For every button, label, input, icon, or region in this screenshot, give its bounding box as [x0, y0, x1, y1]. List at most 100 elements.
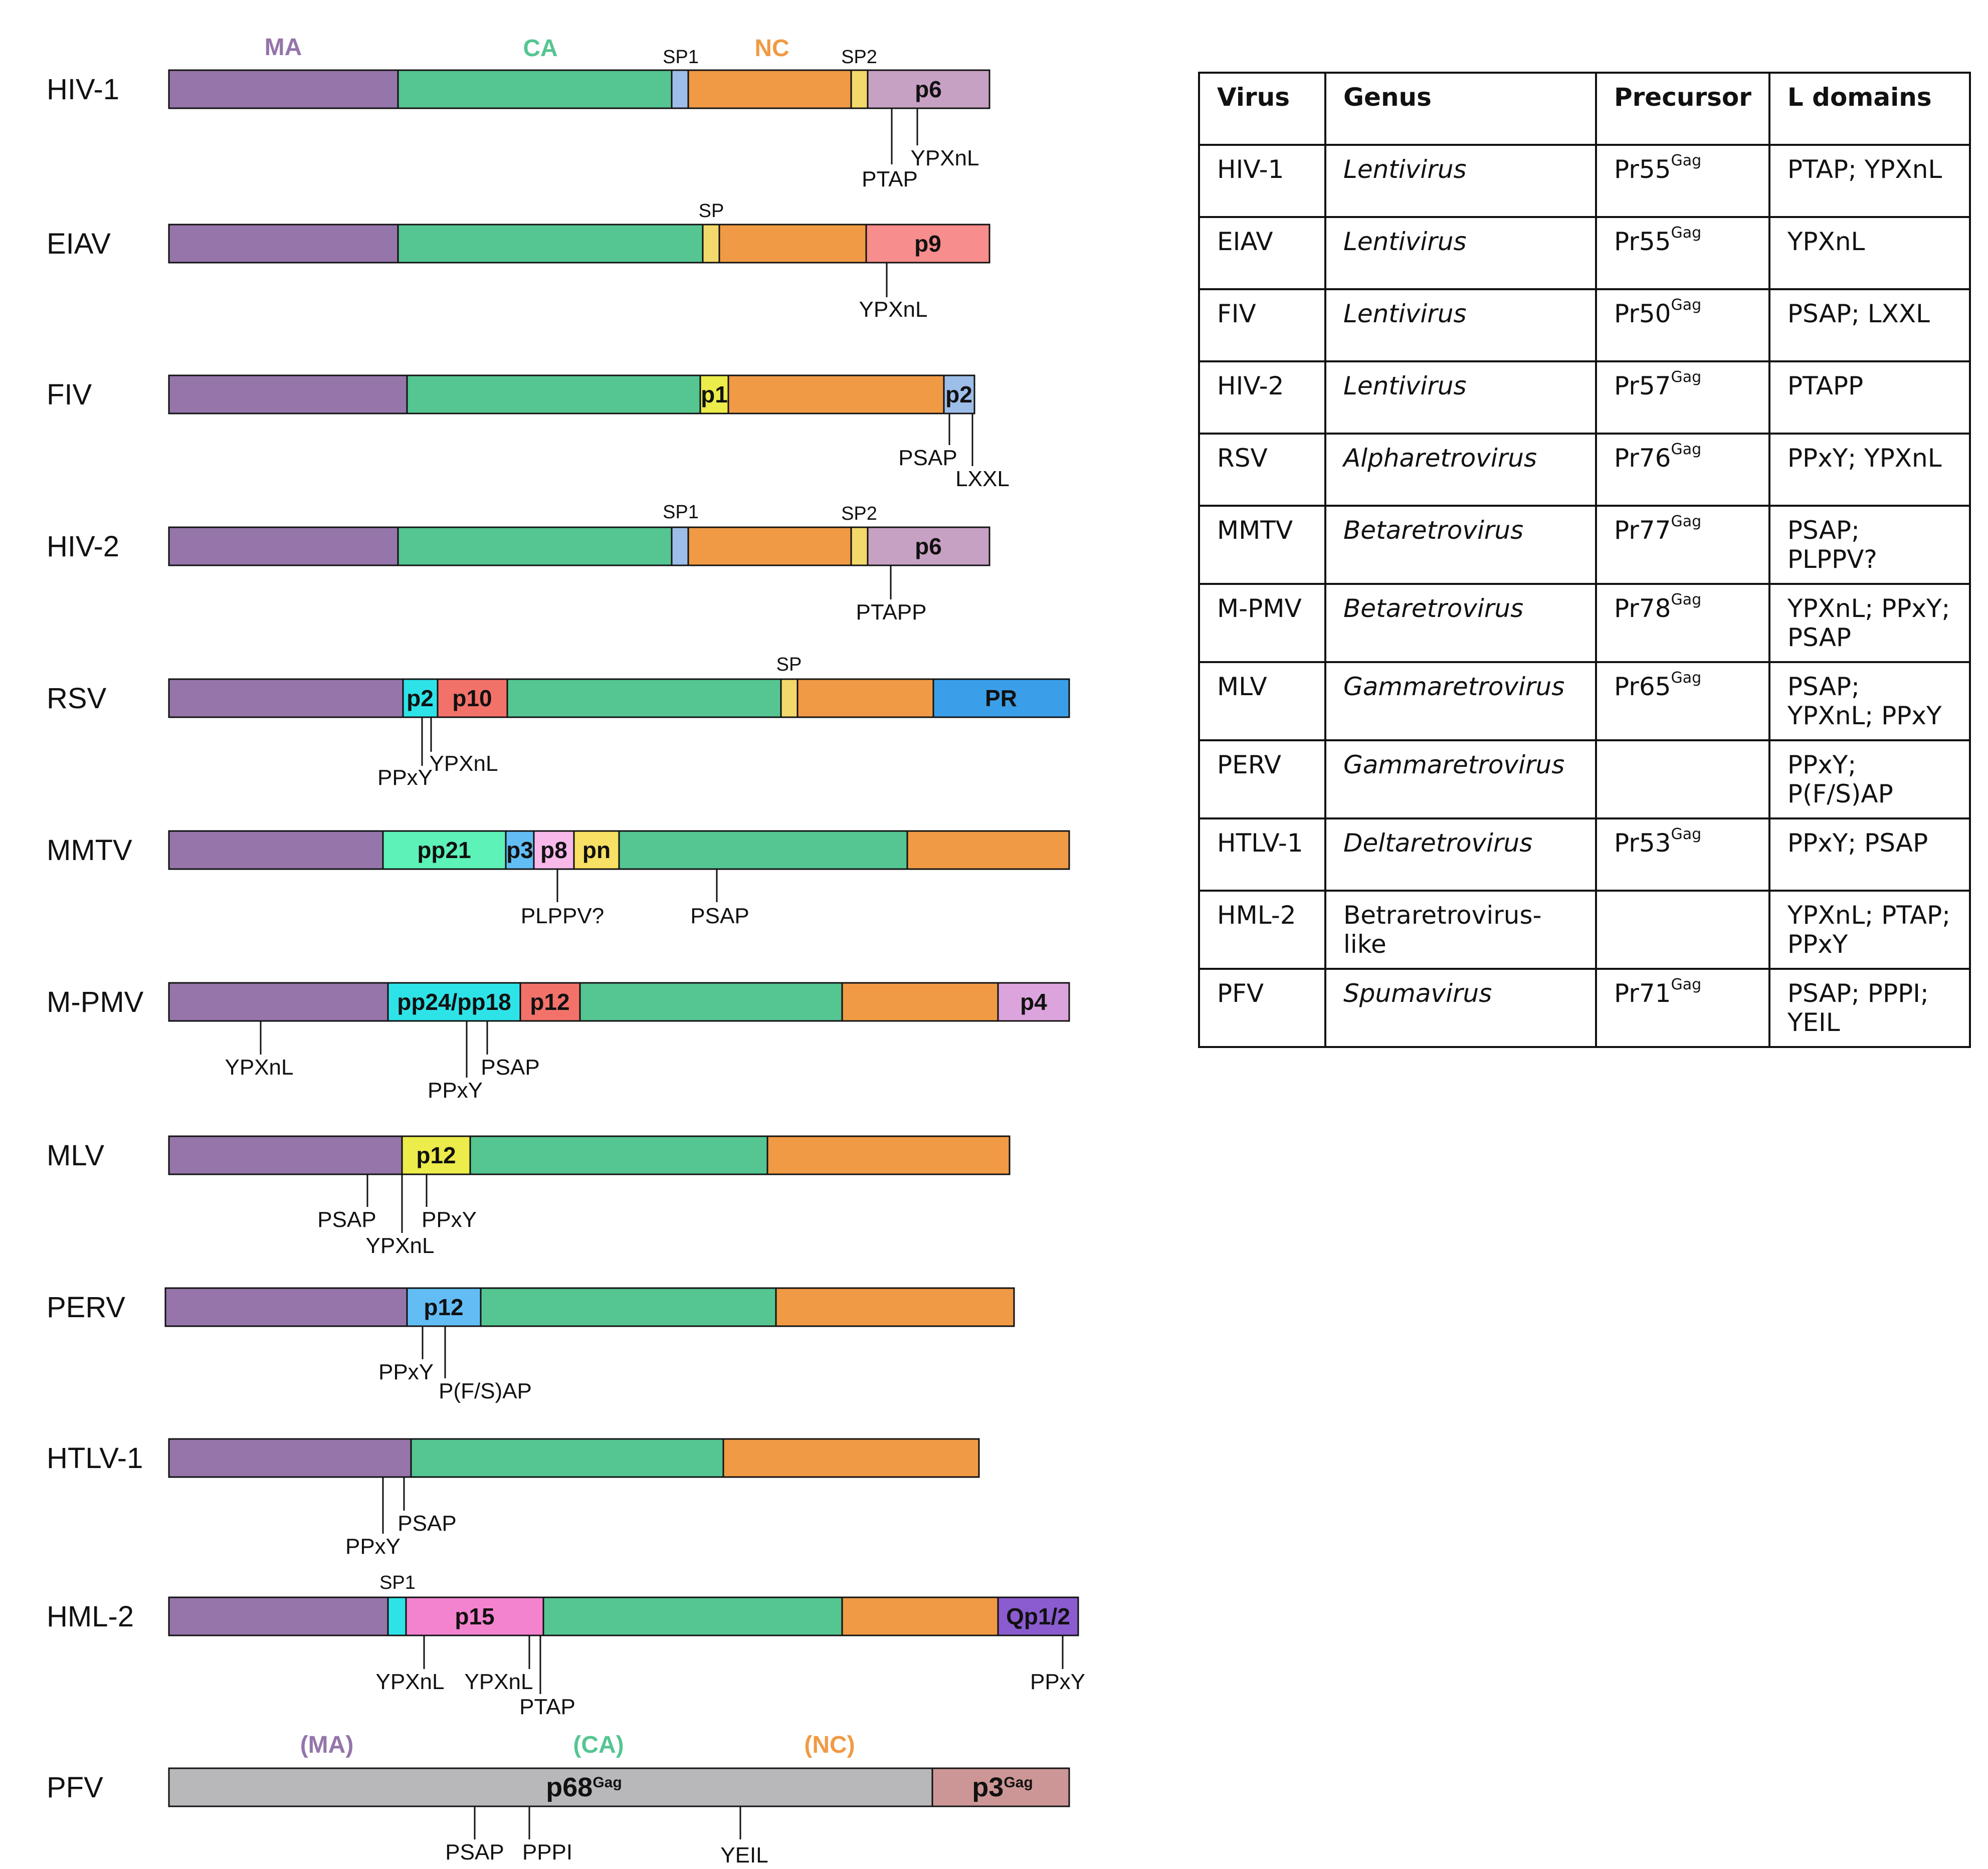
precursor-value: Pr57 [1614, 371, 1671, 400]
motif-label: LXXL [955, 467, 1010, 491]
cell-precursor: Pr71Gag [1595, 968, 1770, 1048]
virus-row-mpmv [168, 982, 1070, 1078]
segment-pp21 [382, 830, 507, 870]
cell-l-domains: PSAP; PPPI; YEIL [1768, 968, 1971, 1048]
motif-label: PPxY [1030, 1670, 1085, 1694]
cell-virus: HTLV-1 [1198, 817, 1326, 892]
cell-l-domains: PSAP; PLPPV? [1768, 505, 1971, 585]
segment-ca [506, 678, 782, 718]
virus-name: M-PMV [47, 986, 144, 1018]
motif-label: PSAP [898, 446, 957, 470]
segment-label: p1 [701, 381, 728, 407]
motif-label: PLPPV? [521, 904, 604, 928]
segment-label: p12 [530, 989, 569, 1015]
motif-label: PSAP [481, 1055, 539, 1080]
header-precursor: Precursor [1595, 72, 1770, 146]
precursor-value: Pr53 [1614, 828, 1671, 858]
cell-virus: HIV-2 [1198, 360, 1326, 435]
motif-label: PTAP [862, 167, 918, 191]
segment-p1 [699, 374, 729, 414]
precursor-value: Pr76 [1614, 444, 1671, 473]
virus-name: HIV-1 [47, 73, 119, 106]
precursor-value: Pr77 [1614, 516, 1671, 545]
table-row: MLV Gammaretrovirus Pr65Gag PSAP; YPXnL; PP… [1198, 661, 1971, 741]
segment-label: Qp1/2 [1006, 1603, 1070, 1629]
motif-label: YPXnL [225, 1055, 294, 1080]
segment-label: p8 [540, 837, 567, 863]
cell-virus: HML-2 [1198, 890, 1326, 970]
segment-nc [841, 982, 999, 1022]
cell-precursor [1595, 739, 1770, 819]
motif-label: PPxY [377, 765, 433, 790]
segment-label: p6 [915, 76, 942, 102]
segment-sp1 [387, 1596, 407, 1636]
cell-precursor: Pr55Gag [1595, 216, 1770, 290]
cell-l-domains: PSAP; LXXL [1768, 288, 1971, 362]
domain-label-ma: MA [265, 34, 302, 61]
header-genus: Genus [1324, 72, 1597, 146]
segment-ca [480, 1287, 777, 1327]
virus-name: MLV [47, 1139, 104, 1172]
segment-label-p68gag: p68Gag [546, 1772, 622, 1802]
segment-p2 [943, 374, 975, 414]
spacer-label-sp1: SP1 [663, 47, 699, 68]
table-header-row: Virus Genus Precursor L domains [1198, 72, 1971, 146]
segment-sp1 [671, 526, 689, 566]
motif-label: PPxY [345, 1534, 401, 1559]
precursor-sup: Gag [1671, 296, 1702, 314]
virus-row-eiav [168, 224, 990, 297]
segment-ma [168, 1135, 403, 1175]
virus-row-fiv [168, 374, 975, 466]
virus-name: HML-2 [47, 1600, 134, 1633]
motif-label: PPPI [522, 1840, 572, 1864]
motif-label: YPXnL [366, 1233, 435, 1258]
table-row: RSV Alpharetrovirus Pr76Gag PPxY; YPXnL [1198, 433, 1971, 507]
cell-genus: Gammaretrovirus [1324, 739, 1597, 819]
segment-p6 [867, 69, 990, 109]
table-row: PFV Spumavirus Pr71Gag PSAP; PPPI; YEIL [1198, 968, 1971, 1048]
cell-precursor: Pr55Gag [1595, 144, 1770, 218]
motif-label: PTAPP [856, 600, 926, 625]
precursor-sup: Gag [1671, 513, 1702, 530]
motif-label: PSAP [445, 1840, 504, 1864]
segment-nc [775, 1287, 1015, 1327]
precursor-value: Pr71 [1614, 979, 1671, 1008]
table-row: EIAV Lentivirus Pr55Gag YPXnL [1198, 216, 1971, 290]
virus-name: MMTV [47, 834, 132, 867]
cell-l-domains: YPXnL [1768, 216, 1971, 290]
motif-label: PPxY [428, 1078, 483, 1103]
segment-nc [687, 526, 852, 566]
segment-p12 [401, 1135, 471, 1175]
segment-label: p9 [914, 231, 941, 257]
segment-nc [718, 224, 867, 264]
segment-ca [579, 982, 843, 1022]
table-row: HIV-1 Lentivirus Pr55Gag PTAP; YPXnL [1198, 144, 1971, 218]
segment-label: p3 [506, 837, 533, 863]
cell-virus: PFV [1198, 968, 1326, 1048]
superscript-gag: Gag [1004, 1774, 1033, 1791]
cell-precursor: Pr53Gag [1595, 817, 1770, 892]
segment-ma [168, 1596, 389, 1636]
virus-name: HTLV-1 [47, 1442, 143, 1475]
motif-label: YPXnL [911, 146, 979, 170]
segment-ma [168, 374, 408, 414]
table-row: FIV Lentivirus Pr50Gag PSAP; LXXL [1198, 288, 1971, 362]
segment-ca [618, 830, 908, 870]
precursor-sup: Gag [1671, 441, 1702, 458]
cell-genus: Betaretrovirus [1324, 505, 1597, 585]
segment-nc [687, 69, 852, 109]
spacer-label-sp2: SP2 [841, 503, 877, 524]
segment-p68gag [168, 1767, 933, 1807]
segment-name: p68 [546, 1772, 592, 1802]
virus-row-mmtv [168, 830, 1070, 902]
precursor-sup: Gag [1671, 152, 1702, 169]
precursor-sup: Gag [1671, 825, 1702, 843]
segment-label: p15 [455, 1603, 494, 1629]
motif-label: PSAP [690, 904, 749, 928]
domain-label-nc: NC [754, 35, 789, 62]
segment-nc [841, 1596, 999, 1636]
virus-name: EIAV [47, 228, 111, 260]
segment-ca [397, 526, 673, 566]
precursor-sup: Gag [1671, 591, 1702, 608]
